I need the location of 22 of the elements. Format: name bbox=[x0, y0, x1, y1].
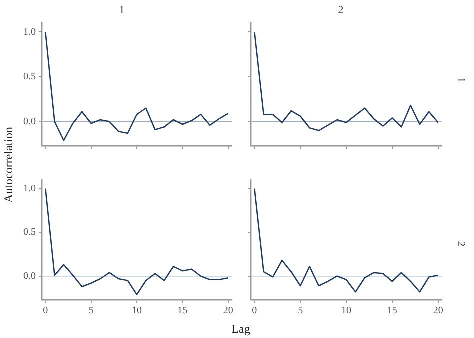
x-tick-label: 5 bbox=[88, 306, 94, 317]
chart-title: 2 bbox=[338, 4, 344, 16]
y-axis-title: Autocorrelation bbox=[2, 127, 16, 203]
x-tick-label: 5 bbox=[298, 306, 304, 317]
x-tick-label: 0 bbox=[252, 306, 258, 317]
chart-title: 1 bbox=[119, 4, 125, 16]
x-tick-label: 15 bbox=[387, 306, 398, 317]
y2-axis-title: 2 bbox=[454, 241, 467, 247]
y2-axis-title: 1 bbox=[454, 77, 467, 83]
y-tick-label: 0.0 bbox=[24, 270, 36, 282]
y-tick-label: 0.5 bbox=[24, 227, 36, 238]
y-tick-label: 1.0 bbox=[24, 26, 36, 38]
y-tick-label: 1.0 bbox=[24, 183, 36, 194]
x-axis-title: Lag bbox=[232, 322, 250, 337]
x-tick-label: 20 bbox=[223, 306, 234, 317]
x-tick-label: 10 bbox=[132, 306, 142, 317]
x-tick-label: 10 bbox=[342, 306, 352, 317]
x-tick-label: 0 bbox=[43, 306, 48, 317]
x-tick-label: 15 bbox=[178, 306, 188, 317]
y-tick-label: 0.0 bbox=[24, 116, 36, 128]
y-tick-label: 0.5 bbox=[24, 72, 36, 83]
x-tick-label: 20 bbox=[433, 306, 444, 317]
